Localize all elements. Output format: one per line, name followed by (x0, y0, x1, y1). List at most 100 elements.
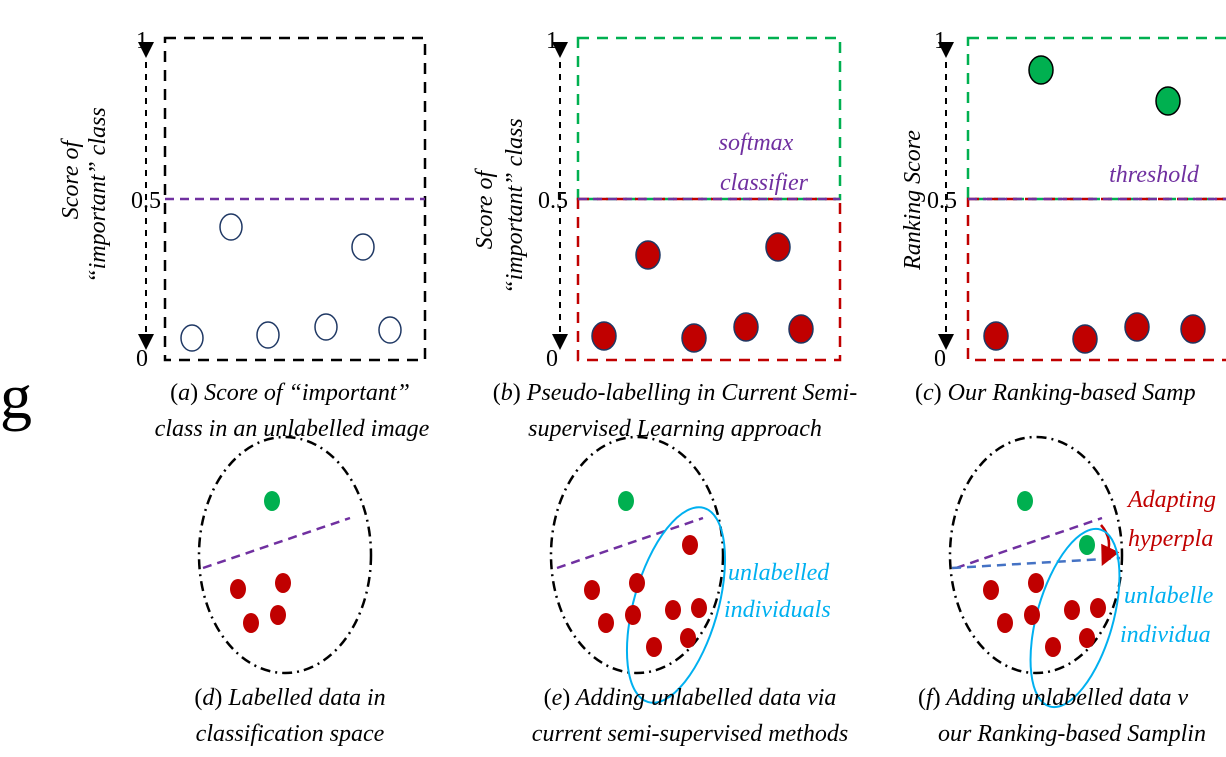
red-point (691, 598, 707, 618)
red-point (1024, 605, 1040, 625)
data-point (1072, 324, 1098, 354)
panel-a-tick-mid: 0.5 (131, 188, 161, 214)
caption-tag-paren: ( (544, 685, 552, 711)
caption-tag: a (178, 380, 190, 406)
panel-e-caption-line2: current semi-supervised methods (532, 721, 848, 747)
red-point (584, 580, 600, 600)
red-point (230, 579, 246, 599)
panel-b-y-label-line1: Score of (472, 167, 498, 249)
green-point (1079, 535, 1095, 555)
panel-b-points (591, 232, 814, 353)
panel-e-red-points (584, 535, 707, 657)
panel-f-adapting-label-line1: Adapting (1126, 487, 1216, 513)
red-point (983, 580, 999, 600)
data-point (351, 233, 375, 261)
red-point (1045, 637, 1061, 657)
green-point (1017, 491, 1033, 511)
panel-d-class-boundary (197, 435, 373, 675)
data-point (1028, 55, 1054, 85)
panel-c-y-label: Ranking Score (900, 130, 926, 271)
panel-d-red-points (230, 573, 291, 633)
caption-text: Our Ranking-based Samp (942, 380, 1196, 406)
panel-a: 1 0.5 0 Score of “important” class (a) S… (58, 28, 430, 442)
red-point (1064, 600, 1080, 620)
red-point (1090, 598, 1106, 618)
data-point (1124, 312, 1150, 342)
caption-tag-paren: ) (562, 685, 570, 711)
data-point (256, 321, 280, 349)
red-point (646, 637, 662, 657)
panel-a-y-label-line2: “important” class (85, 107, 111, 282)
panel-f-annotation-line1: unlabelle (1124, 583, 1214, 609)
panel-b-caption-line2: supervised Learning approach (528, 416, 822, 442)
caption-tag: e (552, 685, 563, 711)
caption-tag-paren: ) (190, 380, 198, 406)
caption-tag-paren: ( (918, 685, 926, 711)
caption-tag: d (202, 685, 215, 711)
data-point (681, 323, 707, 353)
panel-f: Adapting hyperpla unlabelle individua (f… (918, 435, 1216, 747)
red-point (275, 573, 291, 593)
panel-f-caption-line2: our Ranking-based Samplin (938, 721, 1206, 747)
data-point (378, 316, 402, 344)
panel-e-annotation-line1: unlabelled (728, 560, 830, 586)
caption-tag-paren: ) (933, 685, 941, 711)
red-point (682, 535, 698, 555)
panel-c-tick-top: 1 (934, 28, 946, 54)
panel-b-tick-top: 1 (546, 28, 558, 54)
caption-tag-paren: ( (493, 380, 501, 406)
panel-e-caption-line1: (e) Adding unlabelled data via (544, 685, 837, 711)
red-point (243, 613, 259, 633)
data-point (1155, 86, 1181, 116)
green-point (618, 491, 634, 511)
panel-e-annotation-line2: individuals (724, 597, 831, 623)
caption-text: Score of “important” (198, 380, 410, 406)
panel-b: 1 0.5 0 Score of “important” class softm… (472, 28, 857, 442)
edge-letter: g (0, 361, 32, 432)
red-point (270, 605, 286, 625)
data-point (591, 321, 617, 351)
panel-f-class-boundary (948, 435, 1124, 675)
caption-text: Adding unlabelled data v (941, 685, 1189, 711)
caption-tag-paren: ( (915, 380, 923, 406)
data-point (219, 213, 243, 241)
data-point (180, 324, 204, 352)
panel-c-top-points (1028, 55, 1181, 116)
panel-b-lower-frame (576, 197, 842, 362)
panel-e-unlabelled-region (625, 506, 727, 704)
caption-text: Pseudo-labelling in Current Semi- (521, 380, 857, 406)
panel-e: unlabelled individuals (e) Adding unlabe… (532, 435, 848, 747)
data-point (765, 232, 791, 262)
panel-b-tick-bottom: 0 (546, 346, 558, 372)
panel-a-tick-top: 1 (136, 28, 148, 54)
panel-e-hyperplane (556, 516, 704, 570)
caption-tag: b (501, 380, 513, 406)
panel-b-upper-frame (576, 36, 842, 201)
data-point (314, 313, 338, 341)
caption-text: Adding unlabelled data via (570, 685, 836, 711)
panel-d-caption-line2: classification space (196, 721, 385, 747)
red-point (629, 573, 645, 593)
red-point (665, 600, 681, 620)
data-point (635, 240, 661, 270)
red-point (1028, 573, 1044, 593)
panel-f-adapting-label-line2: hyperpla (1128, 526, 1213, 552)
panel-c-threshold-label: threshold (1109, 162, 1200, 188)
panel-b-threshold-label-line1: softmax (719, 130, 794, 156)
caption-tag: f (926, 685, 936, 711)
panel-f-unlabelled-region (1029, 527, 1121, 709)
panel-f-original-hyperplane (955, 516, 1103, 570)
red-point (598, 613, 614, 633)
panel-a-tick-bottom: 0 (136, 346, 148, 372)
red-point (680, 628, 696, 648)
panel-c-tick-bottom: 0 (934, 346, 946, 372)
green-point (264, 491, 280, 511)
caption-text: Labelled data in (222, 685, 385, 711)
red-point (625, 605, 641, 625)
caption-tag: c (923, 380, 934, 406)
data-point (1180, 314, 1206, 344)
caption-tag-paren: ) (513, 380, 521, 406)
panel-c-caption-line1: (c) Our Ranking-based Samp (915, 380, 1196, 406)
caption-tag-paren: ) (214, 685, 222, 711)
